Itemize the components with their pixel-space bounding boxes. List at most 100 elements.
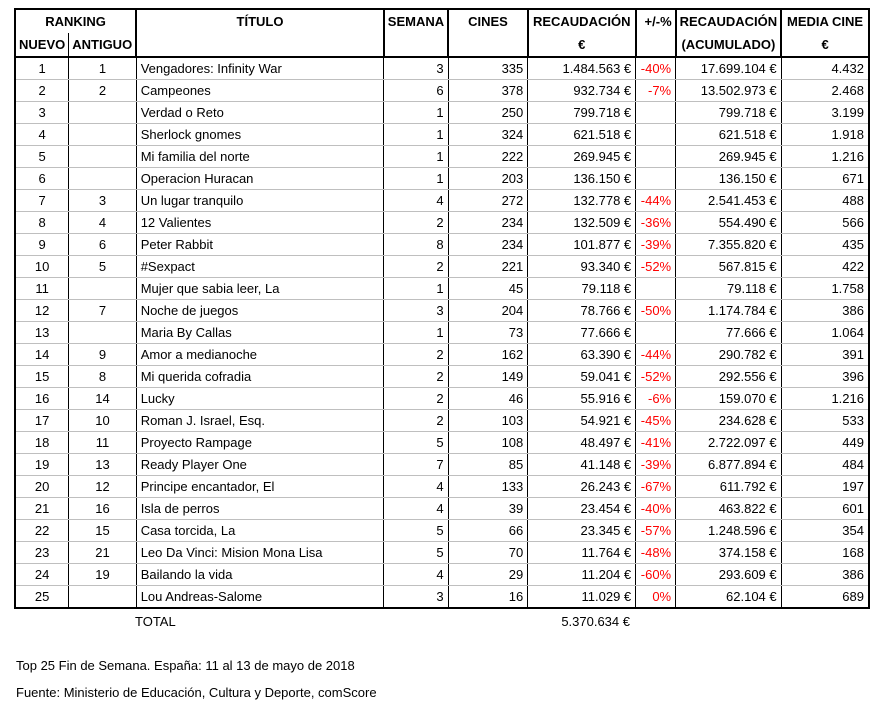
cell-acumulado: 269.945 € bbox=[675, 145, 782, 168]
cell-pct: -40% bbox=[635, 56, 677, 80]
cell-semana: 3 bbox=[383, 299, 449, 322]
cell-acumulado: 567.815 € bbox=[675, 255, 782, 278]
header-titulo: TÍTULO bbox=[135, 8, 385, 58]
cell-recaudacion: 41.148 € bbox=[527, 453, 637, 476]
cell-pct bbox=[635, 145, 677, 168]
cell-ranking-nuevo: 23 bbox=[14, 541, 70, 564]
cell-cines: 149 bbox=[447, 365, 529, 388]
cell-cines: 39 bbox=[447, 497, 529, 520]
cell-titulo: Peter Rabbit bbox=[135, 233, 385, 256]
cell-semana: 2 bbox=[383, 409, 449, 432]
header-antiguo: ANTIGUO bbox=[68, 33, 138, 58]
cell-ranking-antiguo bbox=[68, 167, 137, 190]
cell-ranking-nuevo: 24 bbox=[14, 563, 70, 586]
cell-ranking-nuevo: 15 bbox=[14, 365, 70, 388]
footnote-period: Top 25 Fin de Semana. España: 11 al 13 d… bbox=[16, 658, 355, 673]
cell-acumulado: 77.666 € bbox=[675, 321, 782, 344]
cell-semana: 2 bbox=[383, 387, 449, 410]
cell-ranking-antiguo: 12 bbox=[68, 475, 137, 498]
cell-acumulado: 611.792 € bbox=[675, 475, 782, 498]
cell-semana: 2 bbox=[383, 255, 449, 278]
cell-titulo: Maria By Callas bbox=[135, 321, 385, 344]
cell-cines: 29 bbox=[447, 563, 529, 586]
cell-ranking-nuevo: 17 bbox=[14, 409, 70, 432]
cell-recaudacion: 136.150 € bbox=[527, 167, 637, 190]
cell-ranking-nuevo: 8 bbox=[14, 211, 70, 234]
header-recaudacion: RECAUDACIÓN € bbox=[526, 8, 637, 58]
cell-titulo: Mi querida cofradia bbox=[135, 365, 385, 388]
cell-semana: 4 bbox=[383, 475, 449, 498]
cell-ranking-nuevo: 25 bbox=[14, 585, 70, 609]
cell-titulo: Mi familia del norte bbox=[135, 145, 385, 168]
total-row: TOTAL 5.370.634 € bbox=[16, 609, 870, 634]
cell-cines: 378 bbox=[447, 79, 529, 102]
cell-ranking-antiguo: 15 bbox=[68, 519, 137, 542]
cell-ranking-nuevo: 12 bbox=[14, 299, 70, 322]
cell-cines: 16 bbox=[447, 585, 529, 609]
cell-recaudacion: 101.877 € bbox=[527, 233, 637, 256]
cell-ranking-nuevo: 16 bbox=[14, 387, 70, 410]
cell-acumulado: 234.628 € bbox=[675, 409, 782, 432]
cell-pct: -6% bbox=[635, 387, 677, 410]
cell-acumulado: 79.118 € bbox=[675, 277, 782, 300]
cell-recaudacion: 54.921 € bbox=[527, 409, 637, 432]
cell-ranking-antiguo: 14 bbox=[68, 387, 137, 410]
cell-titulo: Verdad o Reto bbox=[135, 101, 385, 124]
cell-media: 354 bbox=[780, 519, 870, 542]
cell-ranking-nuevo: 11 bbox=[14, 277, 70, 300]
cell-acumulado: 159.070 € bbox=[675, 387, 782, 410]
cell-semana: 2 bbox=[383, 211, 449, 234]
cell-recaudacion: 77.666 € bbox=[527, 321, 637, 344]
cell-recaudacion: 55.916 € bbox=[527, 387, 637, 410]
table-row: 15 8 Mi querida cofradia 2 149 59.041 € … bbox=[14, 365, 870, 388]
table-row: 9 6 Peter Rabbit 8 234 101.877 € -39% 7.… bbox=[14, 233, 870, 256]
cell-acumulado: 136.150 € bbox=[675, 167, 782, 190]
total-label: TOTAL bbox=[135, 614, 176, 629]
cell-media: 671 bbox=[780, 167, 870, 190]
cell-semana: 6 bbox=[383, 79, 449, 102]
cell-cines: 85 bbox=[447, 453, 529, 476]
cell-ranking-antiguo bbox=[68, 145, 137, 168]
cell-recaudacion: 23.454 € bbox=[527, 497, 637, 520]
cell-recaudacion: 78.766 € bbox=[527, 299, 637, 322]
footnotes: Top 25 Fin de Semana. España: 11 al 13 d… bbox=[16, 652, 870, 706]
header-acumulado-line1: RECAUDACIÓN bbox=[679, 14, 778, 29]
cell-media: 689 bbox=[780, 585, 870, 609]
cell-recaudacion: 93.340 € bbox=[527, 255, 637, 278]
cell-ranking-antiguo: 11 bbox=[68, 431, 137, 454]
cell-pct: -39% bbox=[635, 233, 677, 256]
table-row: 16 14 Lucky 2 46 55.916 € -6% 159.070 € … bbox=[14, 387, 870, 410]
header-media: MEDIA CINE € bbox=[780, 8, 870, 58]
cell-media: 435 bbox=[780, 233, 870, 256]
cell-acumulado: 2.541.453 € bbox=[675, 189, 782, 212]
cell-ranking-nuevo: 2 bbox=[14, 79, 70, 102]
cell-titulo: Bailando la vida bbox=[135, 563, 385, 586]
cell-media: 1.918 bbox=[780, 123, 870, 146]
header-semana: SEMANA bbox=[382, 8, 450, 58]
cell-semana: 7 bbox=[383, 453, 449, 476]
cell-media: 3.199 bbox=[780, 101, 870, 124]
cell-cines: 222 bbox=[447, 145, 529, 168]
cell-recaudacion: 132.509 € bbox=[527, 211, 637, 234]
cell-semana: 1 bbox=[383, 101, 449, 124]
cell-recaudacion: 1.484.563 € bbox=[527, 56, 637, 80]
table-row: 18 11 Proyecto Rampage 5 108 48.497 € -4… bbox=[14, 431, 870, 454]
cell-semana: 2 bbox=[383, 365, 449, 388]
cell-semana: 1 bbox=[383, 123, 449, 146]
cell-acumulado: 1.248.596 € bbox=[675, 519, 782, 542]
cell-pct: 0% bbox=[635, 585, 677, 609]
table-row: 2 2 Campeones 6 378 932.734 € -7% 13.502… bbox=[14, 79, 870, 102]
header-ranking: RANKING bbox=[13, 8, 138, 33]
cell-ranking-antiguo bbox=[68, 321, 137, 344]
cell-ranking-antiguo: 1 bbox=[68, 56, 137, 80]
cell-ranking-nuevo: 20 bbox=[14, 475, 70, 498]
cell-cines: 162 bbox=[447, 343, 529, 366]
cell-titulo: #Sexpact bbox=[135, 255, 385, 278]
cell-media: 391 bbox=[780, 343, 870, 366]
table-row: 19 13 Ready Player One 7 85 41.148 € -39… bbox=[14, 453, 870, 476]
table-row: 13 Maria By Callas 1 73 77.666 € 77.666 … bbox=[14, 321, 870, 344]
cell-pct: -36% bbox=[635, 211, 677, 234]
cell-semana: 5 bbox=[383, 519, 449, 542]
cell-acumulado: 554.490 € bbox=[675, 211, 782, 234]
cell-cines: 272 bbox=[447, 189, 529, 212]
